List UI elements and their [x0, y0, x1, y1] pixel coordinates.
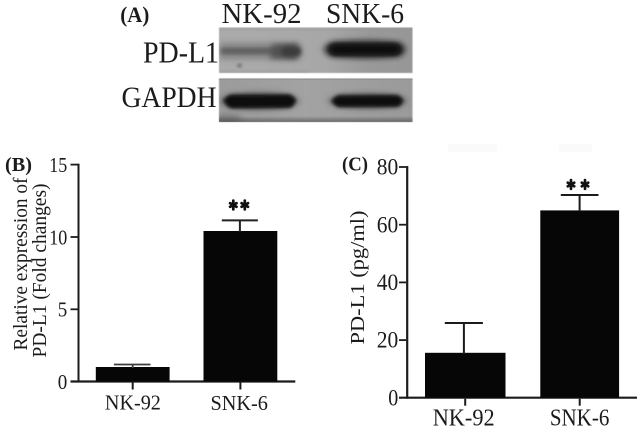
svg-text:10: 10: [49, 225, 67, 249]
svg-text:(C): (C): [342, 154, 368, 176]
svg-text:PD-L1 (Fold changes): PD-L1 (Fold changes): [30, 184, 51, 358]
svg-text:SNK-6: SNK-6: [326, 0, 404, 30]
svg-text:NK-92: NK-92: [433, 406, 495, 432]
svg-text:GAPDH: GAPDH: [122, 81, 217, 114]
svg-text:5: 5: [58, 298, 68, 322]
svg-text:Relative expression of: Relative expression of: [11, 177, 32, 350]
svg-text:40: 40: [377, 270, 399, 295]
svg-text:0: 0: [388, 385, 398, 410]
svg-text:0: 0: [58, 370, 68, 394]
svg-text:15: 15: [49, 153, 67, 177]
svg-text:SNK-6: SNK-6: [550, 406, 610, 432]
svg-text:PD-L1: PD-L1: [143, 34, 219, 69]
svg-text:20: 20: [377, 328, 399, 353]
svg-text:(A): (A): [120, 2, 149, 27]
svg-text:NK-92: NK-92: [222, 0, 302, 30]
svg-text:(B): (B): [5, 154, 32, 176]
svg-text:NK-92: NK-92: [105, 391, 161, 415]
svg-text:80: 80: [377, 155, 399, 180]
svg-text:60: 60: [377, 212, 399, 237]
svg-text:SNK-6: SNK-6: [210, 391, 268, 415]
svg-text:PD-L1 (pg/ml): PD-L1 (pg/ml): [348, 211, 369, 345]
